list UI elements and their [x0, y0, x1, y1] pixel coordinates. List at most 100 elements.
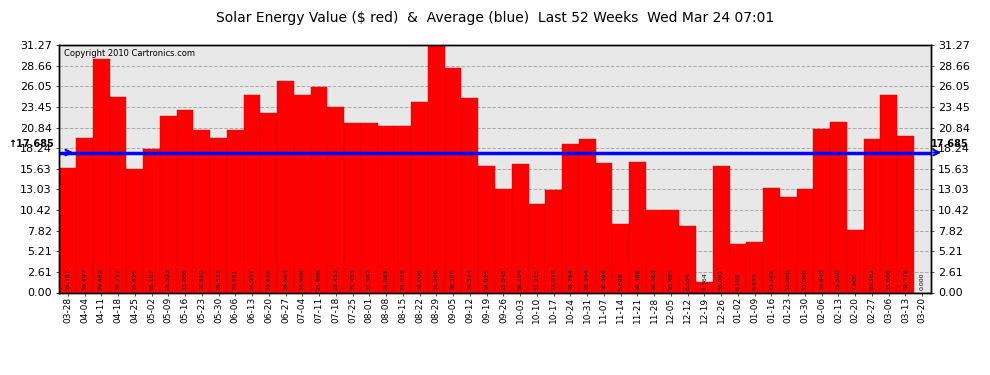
Bar — [378, 126, 394, 292]
Bar — [679, 226, 696, 292]
Bar — [227, 130, 244, 292]
Text: 12.080: 12.080 — [786, 268, 791, 290]
Text: 1.364: 1.364 — [702, 272, 707, 290]
Bar — [579, 139, 596, 292]
Text: 24.514: 24.514 — [467, 268, 472, 290]
Text: 20.551: 20.551 — [233, 268, 238, 290]
Bar — [545, 190, 562, 292]
Bar — [730, 244, 746, 292]
Bar — [629, 162, 645, 292]
Bar — [495, 189, 512, 292]
Text: 19.382: 19.382 — [869, 268, 874, 290]
Bar — [763, 188, 780, 292]
Bar — [110, 97, 127, 292]
Text: 23.088: 23.088 — [182, 268, 187, 290]
Bar — [596, 163, 612, 292]
Bar — [512, 164, 529, 292]
Text: 13.090: 13.090 — [803, 268, 808, 290]
Bar — [662, 210, 679, 292]
Bar — [260, 114, 277, 292]
Bar — [277, 81, 294, 292]
Text: 16.488: 16.488 — [635, 268, 640, 290]
Text: 15.787: 15.787 — [65, 268, 70, 290]
Text: 10.485: 10.485 — [668, 268, 673, 290]
Text: 24.951: 24.951 — [249, 268, 254, 290]
Text: 24.095: 24.095 — [417, 268, 422, 290]
Text: 16.025: 16.025 — [484, 268, 489, 290]
Text: 8.364: 8.364 — [685, 272, 690, 290]
Bar — [461, 99, 478, 292]
Text: 19.497: 19.497 — [82, 268, 87, 290]
Text: 28.365: 28.365 — [450, 268, 455, 290]
Text: 24.717: 24.717 — [116, 268, 121, 290]
Bar — [160, 116, 176, 292]
Bar — [59, 168, 76, 292]
Text: 13.165: 13.165 — [769, 268, 774, 290]
Bar — [846, 230, 863, 292]
Bar — [328, 107, 345, 292]
Text: 18.107: 18.107 — [149, 268, 154, 290]
Bar — [780, 197, 797, 292]
Text: 24.986: 24.986 — [300, 268, 305, 290]
Text: 21.453: 21.453 — [350, 268, 355, 290]
Text: 13.045: 13.045 — [501, 268, 506, 290]
Text: 8.699: 8.699 — [618, 272, 623, 290]
Text: 31.265: 31.265 — [434, 268, 439, 290]
Bar — [863, 139, 880, 292]
Bar — [93, 59, 110, 292]
Bar — [612, 224, 629, 292]
Text: 15.625: 15.625 — [133, 268, 138, 290]
Bar — [193, 130, 210, 292]
Bar — [176, 110, 193, 292]
Text: 6.100: 6.100 — [736, 273, 741, 290]
Text: 29.469: 29.469 — [99, 268, 104, 290]
Bar — [746, 242, 763, 292]
Text: 19.532: 19.532 — [216, 268, 221, 290]
Text: 7.905: 7.905 — [852, 272, 857, 290]
Bar — [797, 189, 814, 292]
Text: 17.685: 17.685 — [931, 139, 968, 148]
Bar — [210, 138, 227, 292]
Bar — [345, 123, 361, 292]
Text: 22.323: 22.323 — [165, 268, 171, 290]
Text: 22.616: 22.616 — [266, 268, 271, 290]
Bar — [294, 95, 311, 292]
Bar — [645, 210, 662, 292]
Text: 21.085: 21.085 — [383, 268, 389, 290]
Text: 21.500: 21.500 — [836, 268, 841, 290]
Text: 19.394: 19.394 — [585, 268, 590, 290]
Text: 20.550: 20.550 — [199, 268, 204, 290]
Text: Solar Energy Value ($ red)  &  Average (blue)  Last 52 Weeks  Wed Mar 24 07:01: Solar Energy Value ($ red) & Average (bl… — [216, 11, 774, 25]
Bar — [244, 95, 260, 292]
Text: 21.039: 21.039 — [400, 268, 405, 290]
Text: 23.453: 23.453 — [334, 268, 339, 290]
Bar — [411, 102, 428, 292]
Text: 16.369: 16.369 — [601, 268, 607, 290]
Text: 10.463: 10.463 — [651, 268, 656, 290]
Bar — [713, 166, 730, 292]
Text: Copyright 2010 Cartronics.com: Copyright 2010 Cartronics.com — [63, 49, 195, 58]
Bar — [478, 166, 495, 292]
Text: 16.002: 16.002 — [719, 268, 724, 290]
Text: 0.000: 0.000 — [920, 273, 925, 290]
Bar — [830, 122, 846, 292]
Bar — [897, 136, 914, 292]
Text: 11.215: 11.215 — [535, 268, 540, 290]
Bar — [361, 123, 378, 292]
Text: 25.988: 25.988 — [317, 268, 322, 290]
Bar — [394, 126, 411, 292]
Bar — [562, 144, 579, 292]
Bar — [814, 129, 830, 292]
Text: 25.000: 25.000 — [886, 268, 891, 290]
Text: 16.204: 16.204 — [518, 268, 523, 290]
Bar — [445, 68, 461, 292]
Text: 26.694: 26.694 — [283, 268, 288, 290]
Bar — [311, 87, 328, 292]
Bar — [880, 94, 897, 292]
Text: 6.433: 6.433 — [752, 272, 757, 290]
Bar — [76, 138, 93, 292]
Bar — [144, 149, 160, 292]
Bar — [127, 169, 144, 292]
Bar — [529, 204, 545, 292]
Text: ↑17.685: ↑17.685 — [9, 139, 54, 148]
